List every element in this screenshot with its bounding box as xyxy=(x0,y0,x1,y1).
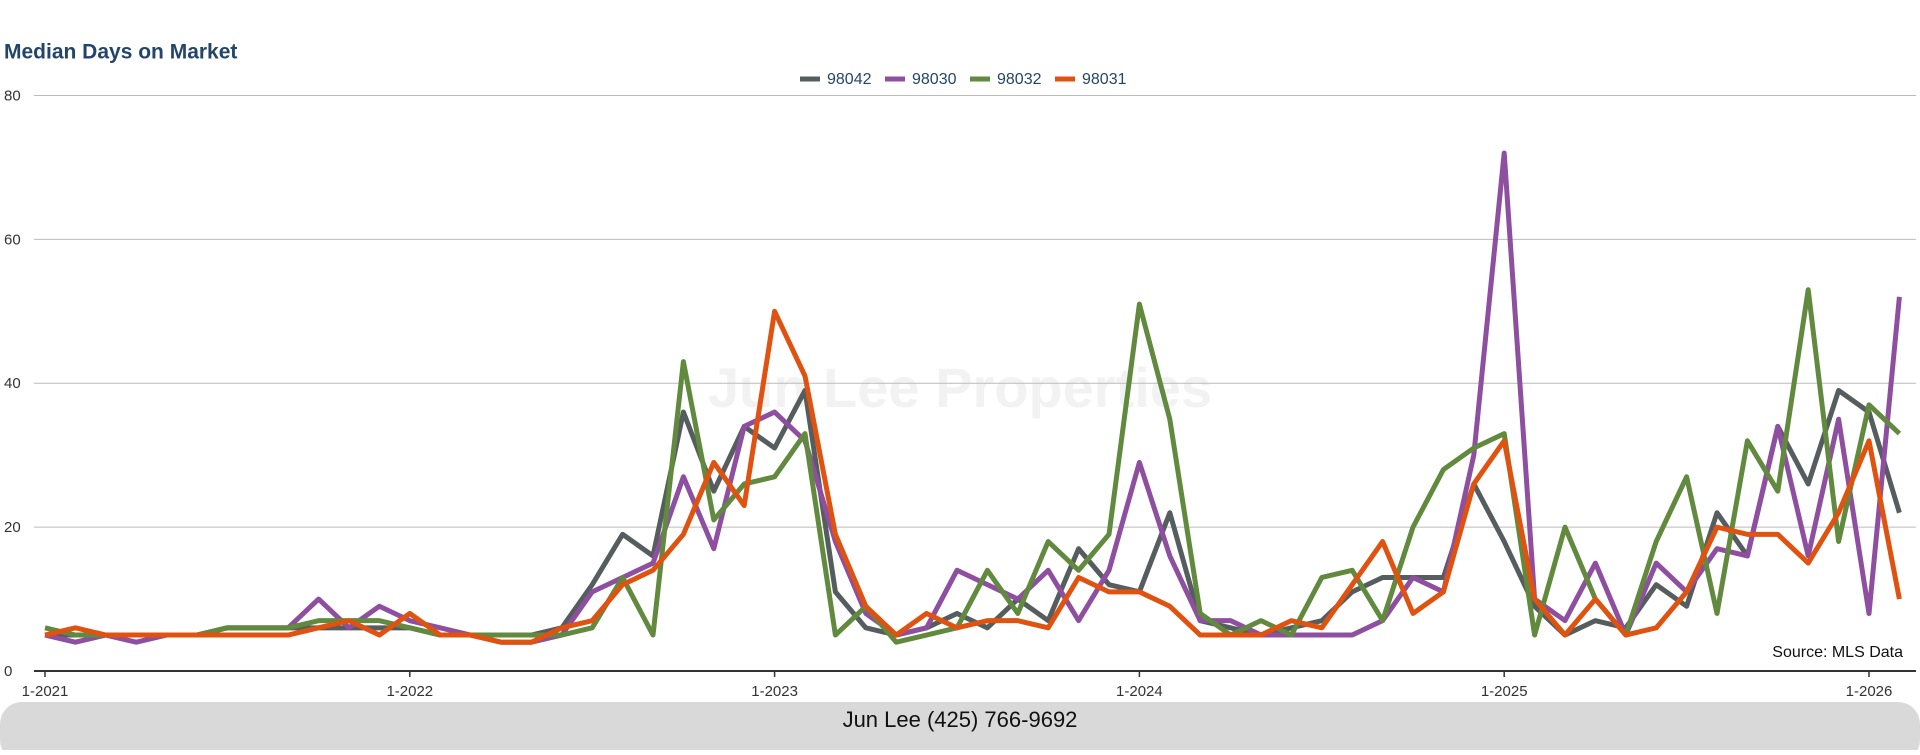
y-tick-label: 60 xyxy=(4,231,21,248)
y-tick-label: 20 xyxy=(4,519,21,536)
source: Source: MLS Data xyxy=(1772,644,1903,661)
footer-band xyxy=(0,702,1920,755)
legend-label: 98031 xyxy=(1082,71,1127,88)
line-series xyxy=(45,387,1902,638)
legend-label: 98030 xyxy=(912,71,957,88)
line-series xyxy=(44,287,1902,645)
footer: Jun Lee (425) 766-9692 xyxy=(843,707,1078,732)
y-tick-label: 0 xyxy=(4,663,12,680)
legend-label: 98032 xyxy=(997,71,1042,88)
x-tick-label: 1-2023 xyxy=(751,683,798,700)
x-tick-label: 1-2022 xyxy=(386,683,433,700)
legend-label: 98042 xyxy=(827,71,872,88)
watermark: Jun Lee Properties xyxy=(708,356,1212,419)
x-tick-label: 1-2021 xyxy=(22,683,69,700)
x-tick-label: 1-2024 xyxy=(1116,683,1163,700)
x-tick-label: 1-2025 xyxy=(1481,683,1528,700)
y-tick-label: 80 xyxy=(4,87,21,104)
line-series xyxy=(44,308,1902,645)
y-tick-label: 40 xyxy=(4,375,21,392)
x-tick-label: 1-2026 xyxy=(1846,683,1893,700)
chart-title: Median Days on Market xyxy=(4,41,237,64)
